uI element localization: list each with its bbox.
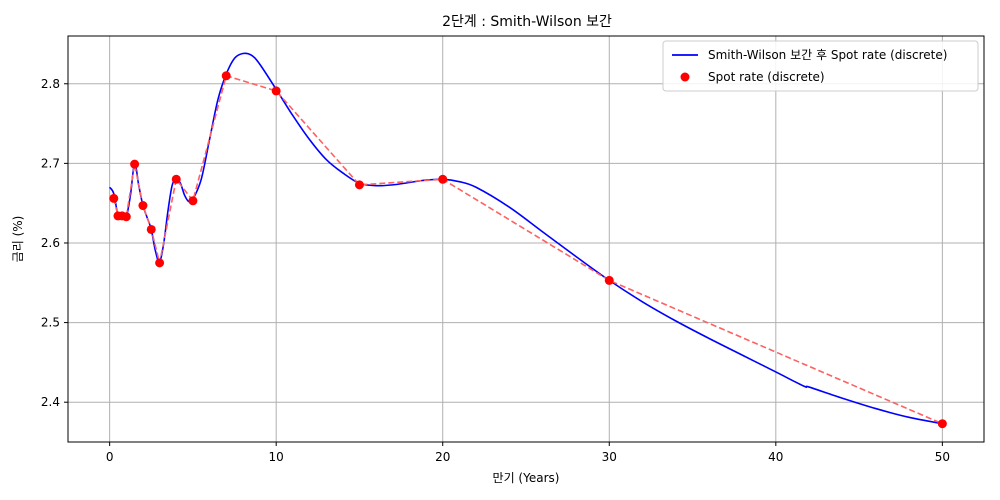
legend-box: [662, 40, 979, 92]
y-axis-label: 금리 (%): [11, 216, 25, 263]
spot-rate-point: [188, 196, 198, 206]
legend-label-spot-rate: Spot rate (discrete): [708, 70, 825, 84]
spot-rate-point: [155, 258, 165, 268]
axis-ticks: 0 10 20 30 40 50 2.4 2.5 2.6 2.7 2.8: [41, 77, 950, 464]
spot-rate-point: [221, 71, 231, 81]
x-tick-label: 20: [435, 450, 450, 464]
y-tick-label: 2.8: [41, 77, 60, 91]
spot-rate-point: [146, 224, 156, 234]
x-tick-label: 0: [106, 450, 114, 464]
spot-rate-point: [937, 419, 947, 429]
x-tick-label: 10: [269, 450, 284, 464]
spot-rate-point: [130, 159, 140, 169]
spot-rate-point: [604, 275, 614, 285]
grid: [68, 36, 984, 442]
x-tick-label: 30: [602, 450, 617, 464]
spot-rate-point: [171, 174, 181, 184]
y-tick-label: 2.7: [41, 156, 60, 170]
legend-marker-swatch: [680, 72, 690, 82]
smith-wilson-curve: [108, 52, 943, 425]
spot-rate-point: [354, 180, 364, 190]
spot-rate-point: [121, 212, 131, 222]
x-tick-label: 50: [935, 450, 950, 464]
spot-rate-dashed-line: [113, 74, 943, 425]
y-tick-label: 2.4: [41, 395, 60, 409]
spot-rate-point: [138, 201, 148, 211]
spot-rate-point: [109, 193, 119, 203]
legend-label-smith-wilson: Smith-Wilson 보간 후 Spot rate (discrete): [708, 48, 947, 62]
plot-frame: [67, 35, 985, 443]
x-axis-label: 만기 (Years): [493, 471, 560, 485]
spot-rate-point: [438, 174, 448, 184]
legend: Smith-Wilson 보간 후 Spot rate (discrete) S…: [662, 40, 979, 92]
chart-title: 2단계 : Smith-Wilson 보간: [442, 14, 612, 30]
y-tick-label: 2.6: [41, 236, 60, 250]
x-tick-label: 40: [768, 450, 783, 464]
y-tick-label: 2.5: [41, 316, 60, 330]
plot-area: [108, 52, 947, 429]
spot-rate-point: [271, 86, 281, 96]
